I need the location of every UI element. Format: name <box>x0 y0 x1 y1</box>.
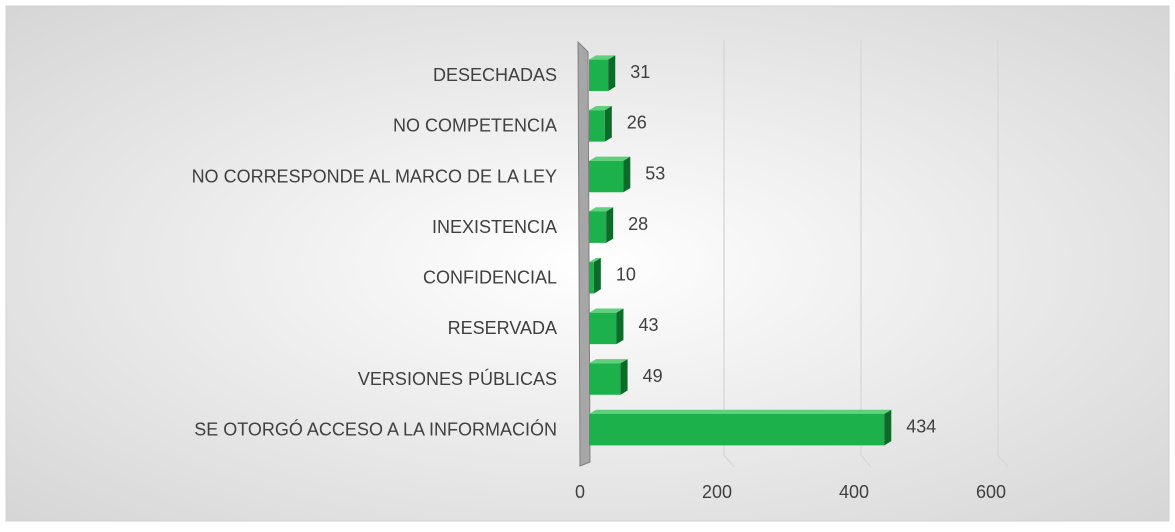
bar-top <box>589 308 624 313</box>
x-tick-label: 600 <box>976 482 1006 502</box>
axis-wall <box>577 40 591 467</box>
bar-top <box>589 409 892 414</box>
x-tick-label: 400 <box>839 482 869 502</box>
bar-side <box>623 156 631 193</box>
bar-top <box>589 106 612 111</box>
y-tick-label: INEXISTENCIA <box>432 217 557 237</box>
bar-side <box>616 308 624 345</box>
grid-line <box>723 40 735 468</box>
value-label: 10 <box>616 265 636 285</box>
bar <box>589 59 609 92</box>
value-label: 28 <box>628 214 648 234</box>
bar <box>589 363 621 395</box>
bar <box>589 312 617 345</box>
bar-side <box>606 207 614 243</box>
value-label: 53 <box>645 163 665 183</box>
bar-side <box>884 409 892 446</box>
y-tick-label: VERSIONES PÚBLICAS <box>358 368 557 389</box>
value-label: 26 <box>627 113 647 133</box>
y-tick-label: SE OTORGÓ ACCESO A LA INFORMACIÓN <box>194 418 557 439</box>
grid-line <box>860 40 872 468</box>
bar <box>589 211 607 243</box>
bar-top <box>589 156 631 161</box>
value-label: 434 <box>906 416 936 436</box>
y-tick-label: NO CORRESPONDE AL MARCO DE LA LEY <box>192 166 557 186</box>
y-tick-label: RESERVADA <box>448 318 557 338</box>
bar-top <box>589 359 628 364</box>
bar-top <box>589 257 601 263</box>
bar-side <box>604 106 612 142</box>
y-tick-label: CONFIDENCIAL <box>423 268 557 288</box>
value-label: 43 <box>638 315 658 335</box>
bar <box>589 160 624 193</box>
bar-top <box>589 207 614 212</box>
bar-side <box>608 55 616 92</box>
x-tick-label: 0 <box>575 482 585 502</box>
y-tick-label: DESECHADAS <box>433 65 557 85</box>
bar <box>589 262 594 294</box>
grid-line <box>997 40 1009 468</box>
value-label: 31 <box>630 62 650 82</box>
bar-side <box>593 257 601 294</box>
x-tick-label: 200 <box>702 482 732 502</box>
y-tick-label: NO COMPETENCIA <box>393 116 557 136</box>
bar <box>589 413 885 446</box>
bar-top <box>589 55 616 60</box>
value-label: 49 <box>643 366 663 386</box>
bar <box>589 110 605 142</box>
bar-side <box>620 359 628 395</box>
